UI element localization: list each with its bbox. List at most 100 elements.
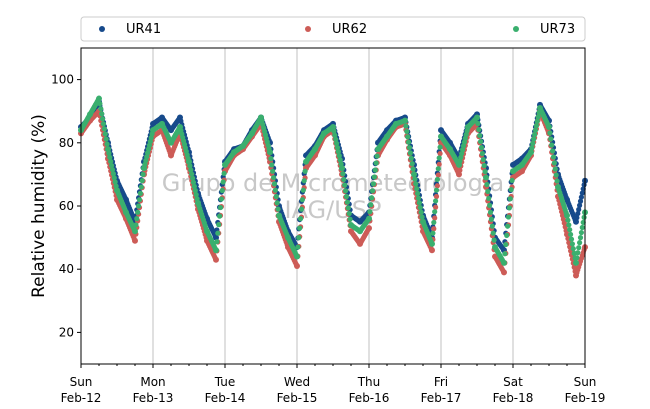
data-point xyxy=(301,178,307,184)
data-point xyxy=(217,204,224,211)
data-point xyxy=(474,114,480,121)
data-point xyxy=(487,202,493,208)
data-point xyxy=(507,196,513,202)
data-point xyxy=(272,187,278,193)
data-point xyxy=(193,192,199,198)
data-point xyxy=(366,215,372,222)
data-point xyxy=(479,150,485,157)
data-point xyxy=(108,158,114,165)
data-point xyxy=(215,230,221,236)
data-point xyxy=(437,150,443,157)
data-point xyxy=(369,195,375,201)
data-point xyxy=(457,167,463,173)
data-point xyxy=(220,179,226,185)
data-point xyxy=(407,150,413,156)
data-point xyxy=(483,174,489,181)
data-point xyxy=(334,144,341,151)
data-point xyxy=(553,172,559,178)
data-point xyxy=(330,124,336,130)
data-point xyxy=(106,150,112,156)
data-point xyxy=(529,145,535,151)
data-point xyxy=(103,136,109,142)
data-point xyxy=(564,212,570,219)
data-point xyxy=(102,131,108,137)
data-point xyxy=(366,225,372,232)
data-point xyxy=(574,215,580,221)
data-point xyxy=(491,237,497,243)
data-point xyxy=(413,181,419,187)
data-point xyxy=(551,160,558,166)
x-tick-label-day: Tue xyxy=(214,375,236,389)
x-tick-label-date: Feb-13 xyxy=(133,391,174,405)
data-point xyxy=(579,224,585,231)
data-point xyxy=(504,232,510,238)
data-point xyxy=(190,179,197,185)
data-point xyxy=(481,162,487,169)
data-point xyxy=(417,204,423,211)
data-point xyxy=(577,235,584,241)
data-point xyxy=(100,121,107,127)
data-point xyxy=(107,154,113,160)
x-tick-label-date: Feb-16 xyxy=(349,391,390,405)
data-point xyxy=(485,188,491,195)
data-point xyxy=(506,205,512,211)
y-axis: 20 40 60 80 100 xyxy=(51,73,81,339)
data-point xyxy=(576,206,582,213)
legend-label-ur73: UR73 xyxy=(540,22,575,37)
data-point xyxy=(576,245,582,251)
data-point xyxy=(136,203,142,209)
data-point xyxy=(298,206,305,212)
data-point xyxy=(331,128,337,134)
data-point xyxy=(368,202,374,208)
data-point xyxy=(532,127,539,133)
legend-label-ur62: UR62 xyxy=(332,22,367,37)
data-point xyxy=(577,198,584,204)
data-point xyxy=(416,200,422,206)
data-point xyxy=(339,165,345,172)
y-tick-label: 40 xyxy=(59,262,74,276)
y-tick-label: 80 xyxy=(59,136,74,150)
data-point xyxy=(336,153,342,159)
data-point xyxy=(502,251,508,257)
data-point xyxy=(332,132,338,138)
data-point xyxy=(374,153,380,159)
data-point xyxy=(213,234,219,241)
x-tick-label-date: Feb-14 xyxy=(205,391,246,405)
data-point xyxy=(489,223,495,229)
data-point xyxy=(101,126,107,132)
data-point xyxy=(433,198,439,204)
data-point xyxy=(372,167,378,173)
series-ur73 xyxy=(78,95,588,266)
data-point xyxy=(488,216,494,222)
data-point xyxy=(213,247,219,254)
y-tick-label: 100 xyxy=(51,73,74,87)
data-point xyxy=(137,190,143,196)
data-point xyxy=(418,209,424,215)
data-point xyxy=(434,176,440,183)
data-point xyxy=(419,214,425,220)
data-point xyxy=(573,218,579,225)
data-point xyxy=(296,235,302,241)
data-point xyxy=(406,144,413,151)
data-point xyxy=(575,210,581,217)
x-tick-label-day: Wed xyxy=(284,375,310,389)
data-point xyxy=(431,226,437,232)
data-point xyxy=(430,230,436,236)
x-axis: Sun Feb-12 Mon Feb-13 Tue Feb-14 Wed Feb-15 Thu F… xyxy=(61,364,605,405)
data-point xyxy=(550,154,557,160)
data-point xyxy=(98,106,104,112)
data-point xyxy=(435,166,441,172)
x-tick-label-day: Mon xyxy=(140,375,165,389)
data-point xyxy=(578,194,585,200)
data-point xyxy=(433,193,440,200)
data-point xyxy=(577,240,583,246)
data-point xyxy=(503,241,509,248)
data-point xyxy=(549,142,555,148)
data-point xyxy=(535,114,541,120)
x-tick-label-date: Feb-15 xyxy=(277,391,318,405)
data-point xyxy=(105,146,111,153)
data-point xyxy=(528,149,534,156)
data-point xyxy=(294,253,300,260)
data-point xyxy=(405,134,411,140)
data-point xyxy=(270,168,276,174)
